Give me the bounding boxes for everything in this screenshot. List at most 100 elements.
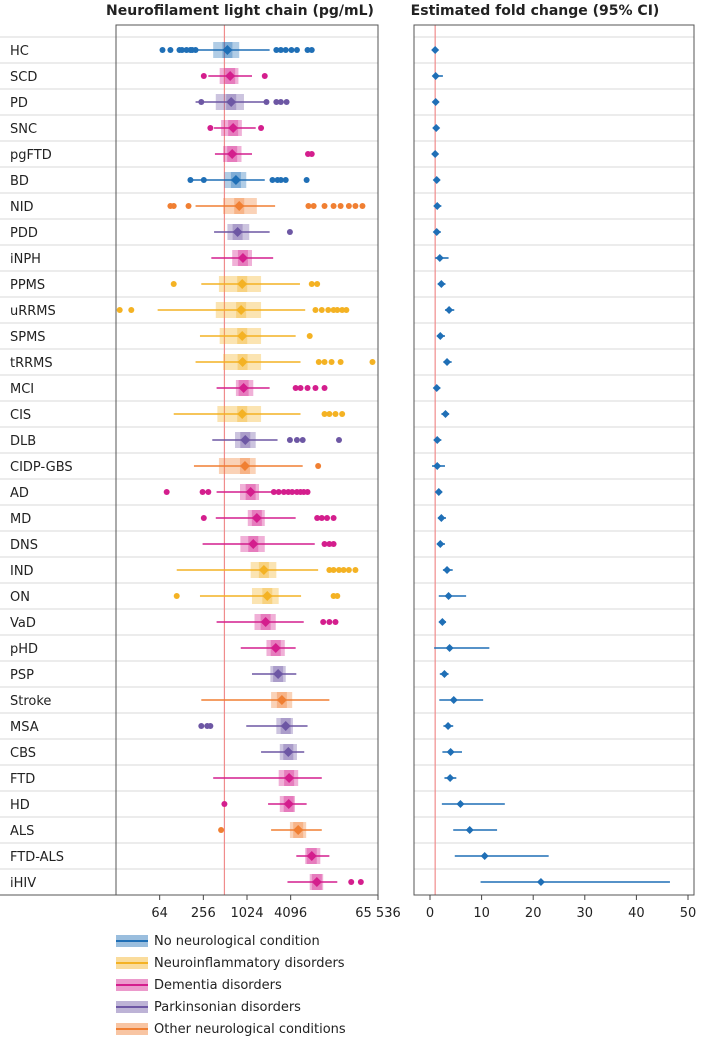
nfl-outlier-point [369,359,376,365]
nfl-outlier-point [334,593,341,599]
fold-estimate-marker [536,878,545,886]
legend-item-no-neuro: No neurological condition [116,930,346,952]
category-labels: HC SCD PD SNC pgFTD BD NID PDD iNPH PPMS uRRMS SPMS… [10,44,73,891]
legend-label: No neurological condition [154,933,320,949]
row-gridlines [0,36,694,896]
legend-item-neuroinflammatory: Neuroinflammatory disorders [116,952,346,974]
legend-item-dementia: Dementia disorders [116,974,346,996]
nfl-median-marker [262,591,273,601]
nfl-outlier-point [359,203,366,209]
nfl-outlier-point [321,541,328,547]
category-label: HD [10,798,30,813]
nfl-outlier-point [321,203,328,209]
nfl-outlier-point [304,489,311,495]
nfl-outlier-point [324,515,331,521]
nfl-median-marker [228,123,239,133]
nfl-outlier-point [167,47,174,53]
nfl-outlier-point [314,515,321,521]
nfl-outlier-point [318,515,325,521]
nfl-outlier-point [314,281,321,287]
nfl-outlier-point [332,411,339,417]
nfl-outlier-point [330,515,337,521]
fold-estimate-marker [433,202,442,210]
nfl-outlier-point [303,177,310,183]
nfl-outlier-point [352,567,359,573]
nfl-outlier-point [116,307,123,313]
nfl-outlier-point [310,203,317,209]
nfl-median-marker [237,357,248,367]
nfl-median-marker [237,279,248,289]
nfl-outlier-point [270,489,277,495]
nfl-outlier-point [330,541,337,547]
nfl-outlier-point [330,203,337,209]
category-label: MCI [10,382,34,397]
category-label: FTD-ALS [10,850,64,865]
nfl-outlier-point [318,307,325,313]
nfl-outlier-point [326,619,333,625]
legend-swatch-line [116,962,148,964]
nfl-outlier-point [315,359,322,365]
category-label: PPMS [10,278,45,293]
nfl-outlier-point [335,567,342,573]
fold-estimate-marker [443,566,452,574]
nfl-outlier-point [163,489,170,495]
fold-estimate-marker [444,592,453,600]
category-label: PDD [10,226,38,241]
nfl-outlier-point [200,177,207,183]
nfl-median-marker [284,773,295,783]
nfl-outlier-point [306,333,313,339]
category-label: SPMS [10,330,46,345]
nfl-outlier-point [334,307,341,313]
legend-item-other: Other neurological conditions [116,1018,346,1040]
nfl-outlier-point [289,489,296,495]
legend-item-parkinsonian: Parkinsonian disorders [116,996,346,1018]
nfl-iqr-box [218,458,256,474]
nfl-outlier-point [337,359,344,365]
nfl-median-marker [226,97,237,107]
nfl-median-marker [276,695,287,705]
category-label: CIDP-GBS [10,460,73,475]
nfl-outlier-point [178,47,185,53]
nfl-outlier-point [325,307,332,313]
fold-estimate-marker [446,774,455,782]
category-label: BD [10,174,29,189]
fold-estimate-marker [433,462,442,470]
nfl-outlier-point [283,99,290,105]
nfl-outlier-point [308,47,315,53]
fold-x-tick-label: 10 [473,906,490,921]
nfl-outlier-point [320,619,327,625]
nfl-median-marker [260,617,271,627]
fold-estimate-marker [432,176,441,184]
nfl-median-marker [234,201,245,211]
category-label: PD [10,96,28,111]
nfl-outlier-point [198,723,205,729]
nfl-outlier-point [293,437,300,443]
nfl-median-marker [251,513,262,523]
nfl-outlier-point [312,307,319,313]
category-label: MSA [10,720,39,735]
fold-estimate-marker [480,852,489,860]
fold-estimate-marker [432,124,441,132]
nfl-median-marker [248,539,259,549]
axes: 64 256 1024 4096 65 536 0 10 20 30 40 50 [0,24,696,921]
nfl-outlier-point [218,827,225,833]
nfl-outlier-point [221,801,228,807]
category-label: SNC [10,122,37,137]
category-label: CBS [10,746,36,761]
nfl-outlier-point [192,47,199,53]
nfl-outlier-point [286,229,293,235]
nfl-outlier-point [200,515,207,521]
nfl-outlier-point [170,203,177,209]
nfl-x-tick-label: 1024 [230,906,263,921]
nfl-outlier-point [326,411,333,417]
category-label: SCD [10,70,37,85]
nfl-outlier-point [304,47,311,53]
fold-estimate-marker [431,98,440,106]
category-label: pgFTD [10,148,52,163]
fold-panel-border [413,24,695,896]
nfl-median-marker [232,227,243,237]
fold-estimate-marker [445,644,454,652]
nfl-median-marker [225,71,236,81]
fold-estimate-marker [437,514,446,522]
nfl-median-marker [258,565,269,575]
